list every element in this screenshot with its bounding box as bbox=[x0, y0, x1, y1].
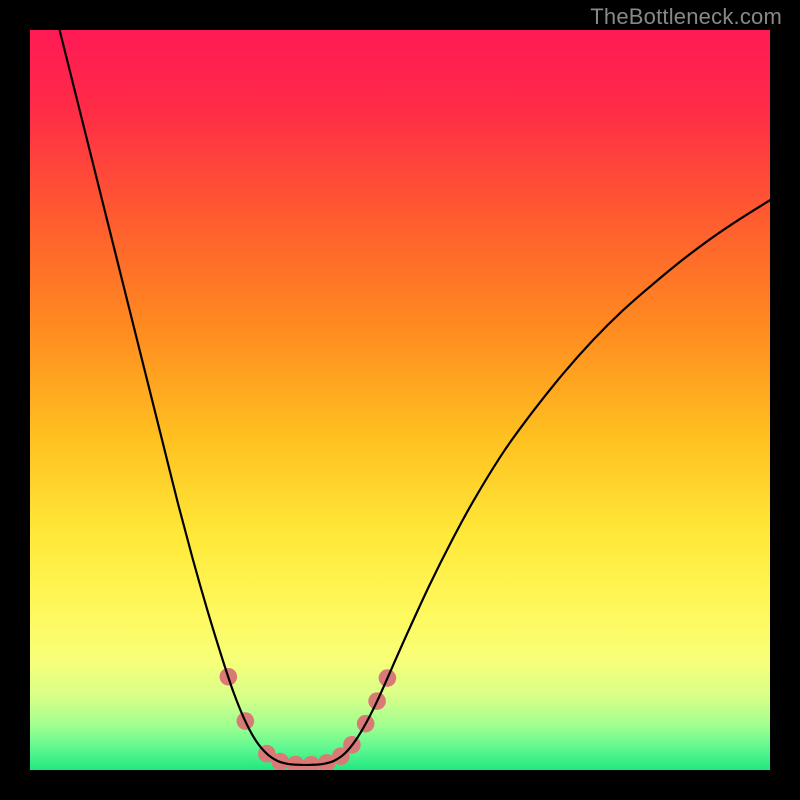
watermark-text: TheBottleneck.com bbox=[590, 4, 782, 30]
chart-frame: TheBottleneck.com bbox=[0, 0, 800, 800]
chart-svg bbox=[0, 0, 800, 800]
plot-background bbox=[30, 30, 770, 770]
